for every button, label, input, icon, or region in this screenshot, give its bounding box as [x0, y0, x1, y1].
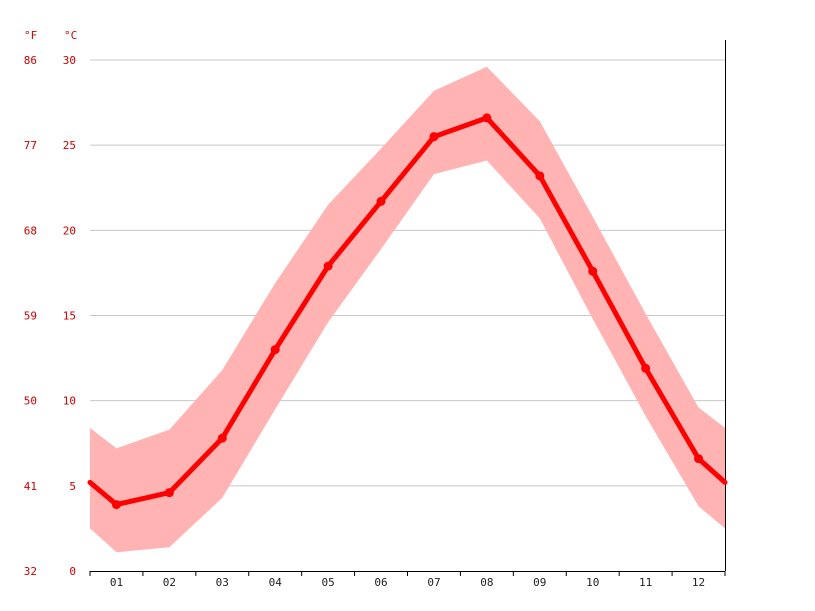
- y-tick-label-fahrenheit: 41: [24, 480, 37, 493]
- data-point: [376, 196, 386, 206]
- data-point: [429, 132, 439, 142]
- data-point: [323, 261, 333, 271]
- data-point: [641, 363, 651, 373]
- data-point: [535, 171, 545, 181]
- data-point: [217, 433, 227, 443]
- x-tick-label: 01: [110, 576, 123, 589]
- y-tick-label-fahrenheit: 86: [24, 54, 37, 67]
- y-tick-label-celsius: 20: [63, 224, 76, 237]
- x-tick-label: 04: [269, 576, 283, 589]
- y-tick-label-fahrenheit: 32: [24, 565, 37, 578]
- data-point: [588, 266, 598, 276]
- x-tick-label: 12: [692, 576, 705, 589]
- temperature-range-band: [90, 66, 725, 553]
- data-point: [270, 345, 280, 355]
- x-tick-label: 09: [533, 576, 546, 589]
- y-tick-label-celsius: 30: [63, 54, 76, 67]
- data-point: [111, 500, 121, 510]
- y-tick-label-fahrenheit: 77: [24, 139, 37, 152]
- axis-labels: °F °C 0 32 5 41 10 50 15 59 20 68 25 77 30 86 01 02 03 04…: [24, 29, 705, 589]
- y-tick-label-celsius: 15: [63, 310, 76, 323]
- temperature-range-area: [90, 66, 725, 553]
- y-tick-label-celsius: 25: [63, 139, 76, 152]
- average-temperature-series: [87, 113, 728, 510]
- data-point: [694, 454, 704, 464]
- x-tick-label: 07: [427, 576, 440, 589]
- y-tick-label-fahrenheit: 59: [24, 310, 37, 323]
- x-tick-label: 06: [374, 576, 387, 589]
- celsius-unit-label: °C: [64, 29, 77, 42]
- data-point: [482, 113, 492, 123]
- x-tick-label: 02: [163, 576, 176, 589]
- y-tick-label-celsius: 10: [63, 395, 76, 408]
- x-tick-label: 11: [639, 576, 652, 589]
- x-tick-label: 03: [216, 576, 229, 589]
- y-tick-label-celsius: 0: [69, 565, 76, 578]
- y-tick-label-fahrenheit: 50: [24, 395, 37, 408]
- fahrenheit-unit-label: °F: [24, 29, 37, 42]
- x-tick-label: 08: [480, 576, 493, 589]
- y-tick-label-fahrenheit: 68: [24, 224, 37, 237]
- x-tick-label: 10: [586, 576, 599, 589]
- average-temperature-line: [87, 115, 728, 508]
- y-tick-label-celsius: 5: [69, 480, 76, 493]
- data-point: [164, 488, 174, 498]
- x-tick-label: 05: [322, 576, 335, 589]
